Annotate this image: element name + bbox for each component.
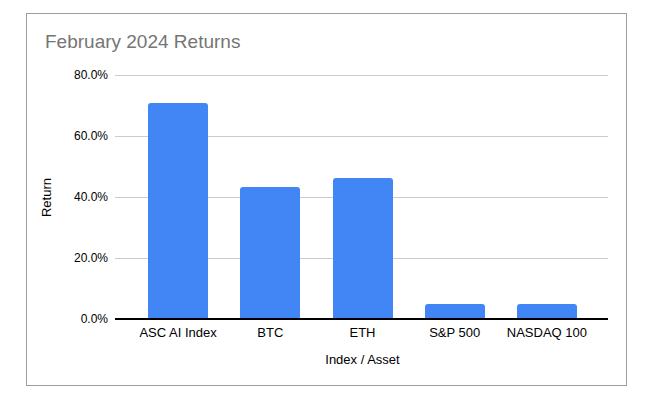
y-tick-label-40: 40.0% [74,190,108,204]
x-category-label-nasdaq-100: NASDAQ 100 [501,325,593,340]
bar-slot-asc-ai-index [132,75,224,319]
y-tick-label-0: 0.0% [81,312,108,326]
bar-asc-ai-index [148,103,208,319]
bar-nasdaq-100 [517,304,577,319]
bar-slot-btc [224,75,316,319]
x-category-label-asc-ai-index: ASC AI Index [132,325,224,340]
bars-container [132,75,593,319]
y-tick-labels: 0.0%20.0%40.0%60.0%80.0% [27,75,108,319]
x-category-label-s-p-500: S&P 500 [409,325,501,340]
bar-slot-eth [316,75,408,319]
bar-slot-nasdaq-100 [501,75,593,319]
chart-image: February 2024 Returns Return 0.0%20.0%40… [0,0,645,401]
y-tick-label-60: 60.0% [74,129,108,143]
bar-slot-s-p-500 [409,75,501,319]
chart-title: February 2024 Returns [45,31,240,53]
plot-area [115,75,608,319]
bar-eth [333,178,393,319]
x-axis-line [115,318,608,320]
bar-s-p-500 [425,304,485,319]
x-axis-title: Index / Asset [132,352,593,367]
y-tick-label-20: 20.0% [74,251,108,265]
bar-btc [240,187,300,319]
chart-frame: February 2024 Returns Return 0.0%20.0%40… [26,13,627,386]
y-tick-label-80: 80.0% [74,68,108,82]
x-category-label-eth: ETH [316,325,408,340]
x-category-label-btc: BTC [224,325,316,340]
x-category-labels: ASC AI IndexBTCETHS&P 500NASDAQ 100 [132,325,593,340]
